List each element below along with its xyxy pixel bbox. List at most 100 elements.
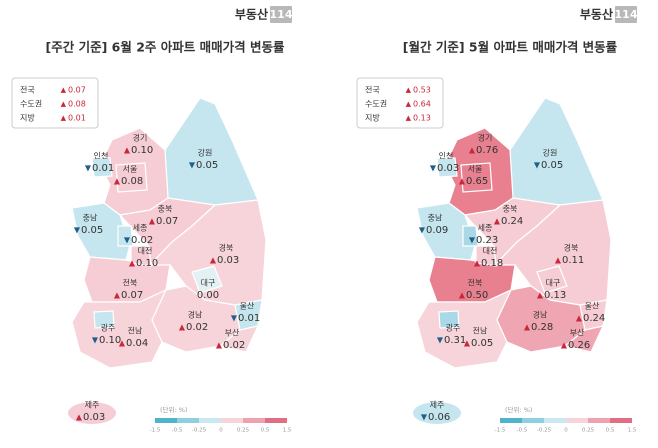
summary-box bbox=[356, 77, 444, 129]
region-name: 서울 bbox=[468, 165, 483, 174]
region-value: 0.23 bbox=[476, 235, 498, 246]
region-name: 경남 bbox=[533, 310, 548, 320]
region-arrow: ▲ bbox=[459, 291, 466, 300]
region-value: 0.13 bbox=[544, 290, 566, 301]
region-arrow: ▲ bbox=[129, 259, 136, 268]
legend-tick: -1.5 bbox=[150, 428, 161, 434]
region-name: 세종 bbox=[133, 224, 148, 233]
summary-name: 수도권 bbox=[365, 99, 387, 109]
region-value: 0.02 bbox=[223, 340, 245, 351]
region-arrow: ▲ bbox=[494, 217, 501, 226]
region-arrow: ▲ bbox=[76, 413, 83, 422]
region-arrow: ▼ bbox=[85, 164, 92, 173]
region-arrow: ▲ bbox=[576, 314, 583, 323]
region-arrow: ▼ bbox=[124, 236, 131, 245]
region bbox=[563, 325, 605, 353]
region bbox=[438, 310, 460, 329]
region-arrow: ▲ bbox=[114, 177, 121, 186]
region-arrow: ▲ bbox=[474, 259, 481, 268]
region-value: 0.03 bbox=[83, 412, 105, 423]
legend-tick: 0 bbox=[219, 428, 223, 434]
legend-swatch bbox=[500, 418, 522, 423]
region-value: 0.24 bbox=[501, 216, 523, 227]
region-value: 0.07 bbox=[121, 290, 143, 301]
legend-tick: 0.25 bbox=[582, 428, 595, 434]
legend-tick: -0.25 bbox=[537, 428, 552, 434]
region-arrow: ▲ bbox=[124, 146, 131, 155]
region bbox=[536, 265, 568, 294]
region bbox=[416, 288, 513, 369]
region-name: 인천 bbox=[94, 151, 109, 161]
summary-name: 지방 bbox=[365, 113, 380, 123]
region-value: 0.24 bbox=[583, 313, 605, 324]
summary-name: 전국 bbox=[20, 85, 35, 95]
region bbox=[115, 162, 148, 193]
summary-arrow: ▲ bbox=[61, 114, 67, 122]
region-name: 전북 bbox=[123, 278, 138, 288]
region-value: 0.02 bbox=[131, 235, 153, 246]
region-arrow: ▲ bbox=[179, 323, 186, 332]
region-name: 강원 bbox=[543, 148, 558, 158]
region-arrow: ▲ bbox=[555, 256, 562, 265]
brand-number: 114 bbox=[270, 8, 293, 21]
region-arrow: ▲ bbox=[216, 341, 223, 350]
legend-swatch bbox=[566, 418, 588, 423]
region-name: 광주 bbox=[101, 323, 116, 333]
legend-swatch bbox=[243, 418, 265, 423]
region-arrow: ▼ bbox=[419, 226, 426, 235]
region-name: 전남 bbox=[473, 326, 488, 336]
region-arrow: ▲ bbox=[524, 323, 531, 332]
region-name: 대전 bbox=[483, 246, 498, 256]
legend-swatch bbox=[221, 418, 243, 423]
brand-name: 부동산 bbox=[235, 7, 268, 22]
summary-box bbox=[11, 77, 99, 129]
region-name: 서울 bbox=[123, 165, 138, 174]
region-name: 전북 bbox=[468, 278, 483, 288]
region-name: 광주 bbox=[446, 323, 461, 333]
legend-unit: (단위: %) bbox=[505, 405, 532, 414]
region-arrow: ▲ bbox=[464, 339, 471, 348]
region-arrow: ▲ bbox=[537, 291, 544, 300]
region-arrow: ▼ bbox=[430, 164, 437, 173]
region-value: 0.07 bbox=[156, 216, 178, 227]
region-name: 부산 bbox=[570, 328, 585, 338]
legend-tick: 0.5 bbox=[261, 428, 270, 434]
region bbox=[130, 245, 152, 267]
summary-arrow: ▲ bbox=[61, 86, 67, 94]
brand-box bbox=[270, 6, 292, 23]
region bbox=[71, 202, 131, 261]
region-name: 대전 bbox=[138, 246, 153, 256]
summary-value: 0.08 bbox=[68, 100, 86, 109]
region-name: 경남 bbox=[188, 310, 203, 320]
region-value: 0.06 bbox=[428, 412, 450, 423]
region-value: 0.10 bbox=[99, 335, 121, 346]
region-value: 0.09 bbox=[426, 225, 448, 236]
region-value: 0.03 bbox=[217, 255, 239, 266]
region-value: 0.01 bbox=[92, 163, 114, 174]
region-value: 0.76 bbox=[476, 145, 498, 156]
region bbox=[218, 325, 260, 353]
map-title: [월간 기준] 5월 아파트 매매가격 변동률 bbox=[403, 40, 618, 55]
legend-swatch bbox=[522, 418, 544, 423]
region-arrow: ▲ bbox=[119, 339, 126, 348]
region-value: 0.65 bbox=[466, 176, 488, 187]
region bbox=[413, 402, 461, 424]
region-value: 0.31 bbox=[444, 335, 466, 346]
region-arrow: ▼ bbox=[92, 336, 99, 345]
legend-tick: -0.25 bbox=[192, 428, 207, 434]
region-arrow: ▲ bbox=[114, 291, 121, 300]
summary-value: 0.13 bbox=[413, 114, 431, 123]
region-name: 경북 bbox=[219, 243, 234, 253]
region-name: 충북 bbox=[158, 205, 173, 214]
region bbox=[416, 202, 476, 261]
region bbox=[460, 162, 493, 193]
region-value: 0.18 bbox=[481, 258, 503, 269]
region-arrow: ▼ bbox=[74, 226, 81, 235]
region bbox=[91, 157, 113, 178]
region-value: 0.04 bbox=[126, 338, 148, 349]
brand-box bbox=[615, 6, 637, 23]
region-arrow: ▼ bbox=[421, 413, 428, 422]
region-value: 0.28 bbox=[531, 322, 553, 333]
